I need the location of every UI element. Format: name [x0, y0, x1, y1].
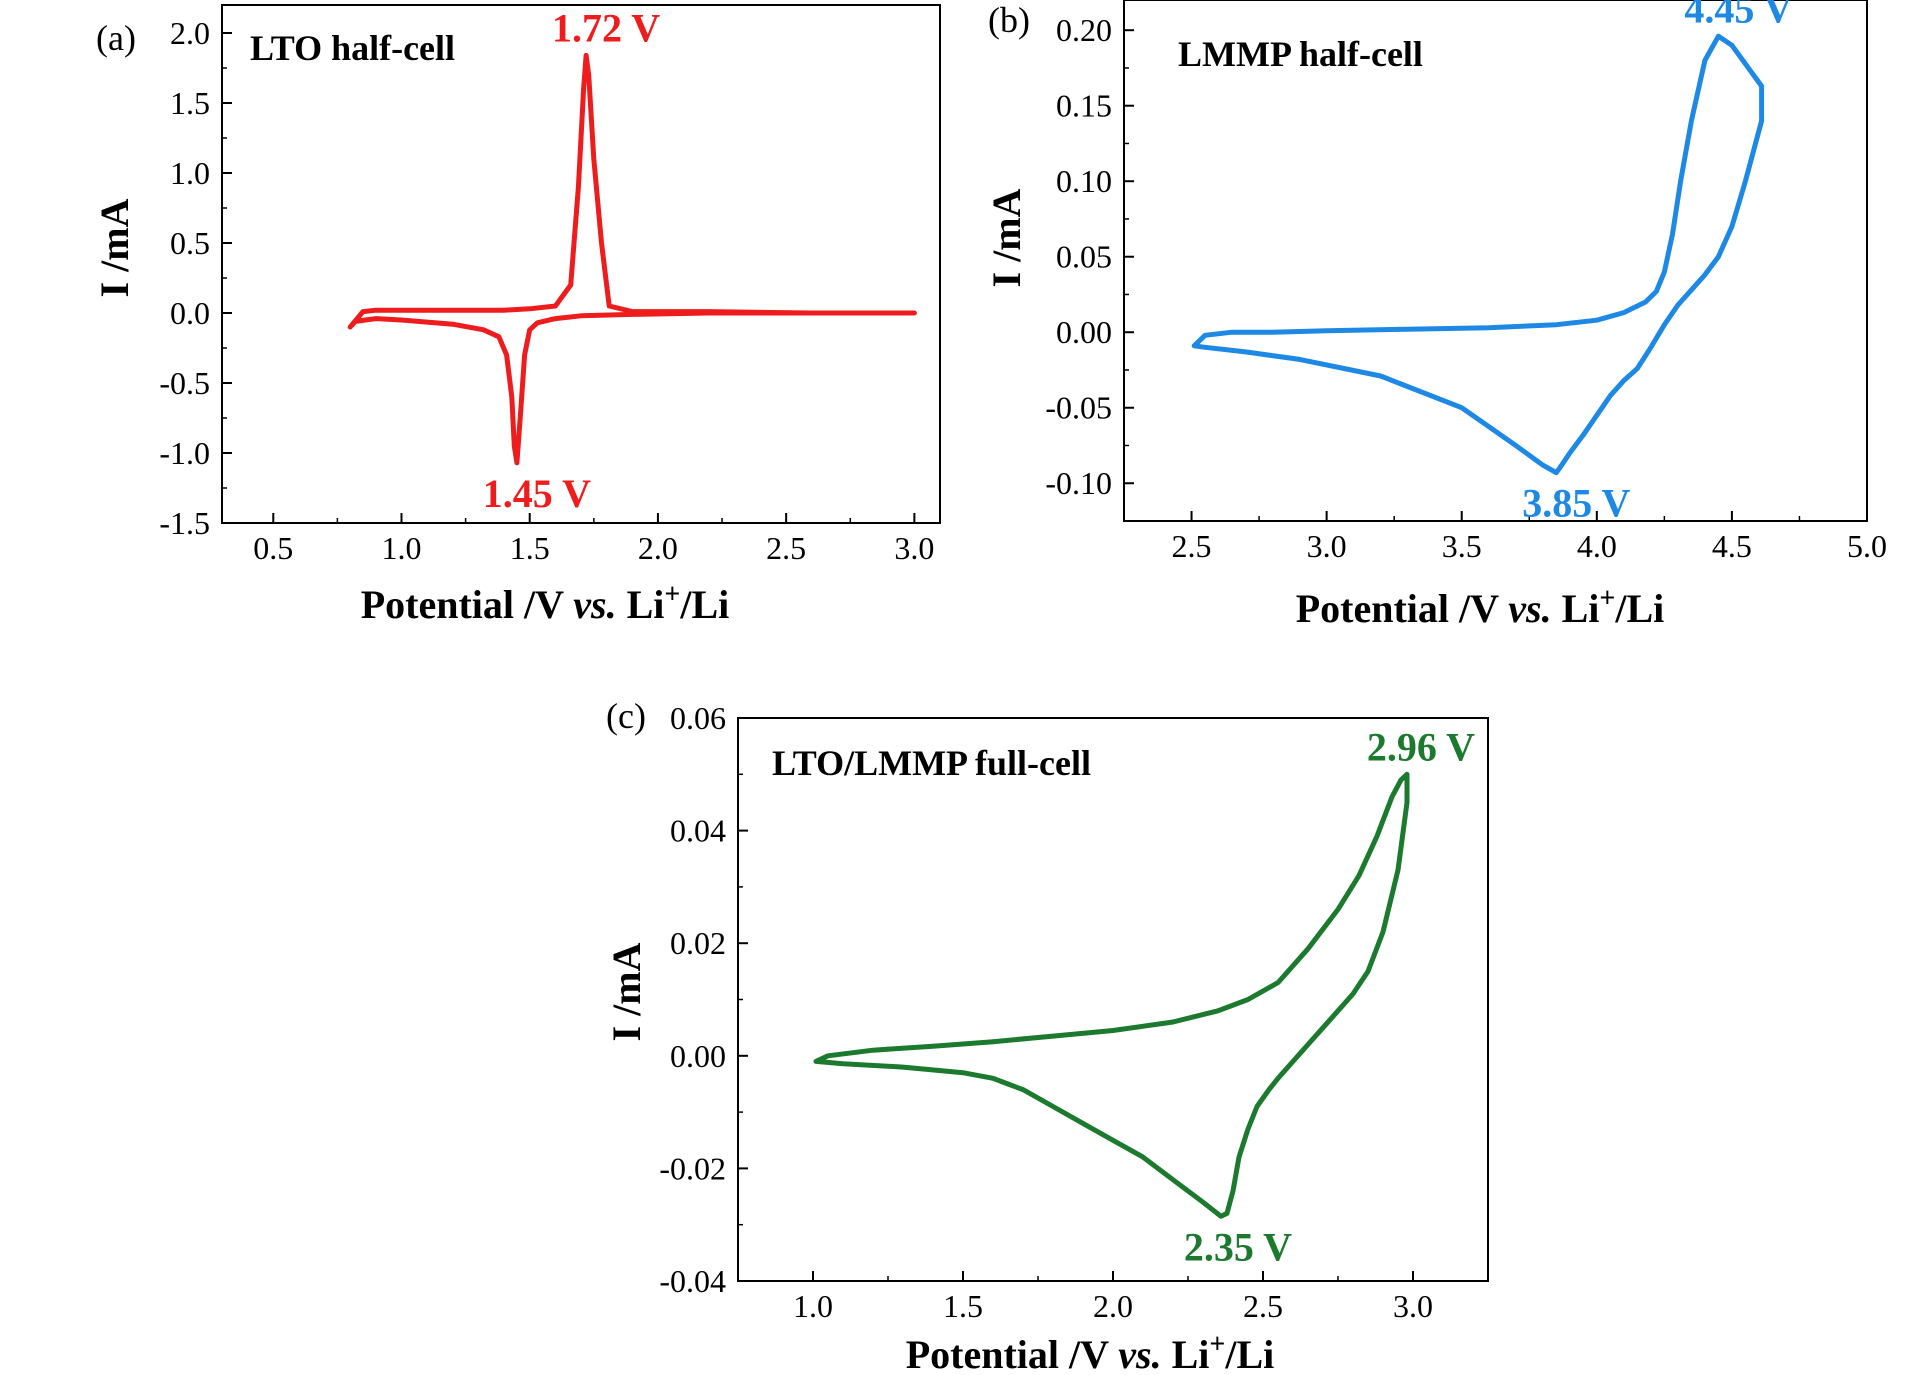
- y-tick-label: -1.5: [159, 505, 210, 541]
- y-tick-label: -0.05: [1045, 390, 1112, 426]
- x-tick-label: 2.0: [1093, 1288, 1133, 1324]
- peak-label: 2.35 V: [1184, 1224, 1292, 1269]
- x-tick-label: 2.5: [1172, 528, 1212, 564]
- cell-label: LTO half-cell: [250, 28, 455, 68]
- peak-label: 2.96 V: [1367, 724, 1475, 769]
- plot-frame: [1123, 0, 1868, 522]
- x-axis-label: Potential /V vs. Li+/Li: [906, 1329, 1275, 1375]
- cell-label: LMMP half-cell: [1178, 34, 1423, 74]
- x-tick-label: 1.0: [793, 1288, 833, 1324]
- y-tick-label: -1.0: [159, 435, 210, 471]
- x-tick-label: 1.5: [943, 1288, 983, 1324]
- x-tick-label: 3.5: [1442, 528, 1482, 564]
- cell-label: LTO/LMMP full-cell: [772, 743, 1091, 783]
- y-tick-label: 0.00: [1056, 314, 1112, 350]
- y-tick-label: 1.0: [170, 155, 210, 191]
- peak-label: 1.72 V: [552, 5, 660, 50]
- y-tick-label: 0.0: [170, 295, 210, 331]
- x-tick-label: 1.5: [510, 530, 550, 566]
- y-axis-label: I /mA: [604, 942, 649, 1041]
- x-tick-label: 3.0: [894, 530, 934, 566]
- panel-b: (b) I /mA Potential /V vs. Li+/Li 2.5 3.0…: [984, 0, 1887, 631]
- plot-area: 0.5 1.0 1.5 2.0 2.5 3.0 -1.5 -1.0 -0.5 0.0 0.5 1.0 1…: [159, 4, 941, 566]
- x-axis-label: Potential /V vs. Li+/Li: [1296, 583, 1665, 632]
- y-tick-label: 2.0: [170, 15, 210, 51]
- panel-letter: (b): [988, 0, 1030, 40]
- y-tick-label: 0.5: [170, 225, 210, 261]
- panel-c: (c) I /mA Potential /V vs. Li+/Li 1.0 1.5…: [604, 696, 1489, 1375]
- y-tick-label: 1.5: [170, 85, 210, 121]
- x-tick-label: 3.0: [1393, 1288, 1433, 1324]
- x-axis-label: Potential /V vs. Li+/Li: [361, 579, 730, 628]
- y-tick-label: 0.04: [670, 813, 726, 849]
- y-tick-label: 0.20: [1056, 12, 1112, 48]
- y-axis-label: I /mA: [92, 198, 137, 297]
- peak-label: 1.45 V: [483, 471, 591, 516]
- x-tick-label: 0.5: [253, 530, 293, 566]
- plot-area: 2.5 3.0 3.5 4.0 4.5 5.0 -0.10 -0.05 0.00 0.05 0.10…: [1045, 0, 1887, 564]
- plot-area: 1.0 1.5 2.0 2.5 3.0 -0.04 -0.02 0.00 0.02 0.04 0.0…: [659, 700, 1489, 1324]
- y-tick-label: 0.15: [1056, 88, 1112, 124]
- y-tick-label: 0.02: [670, 925, 726, 961]
- x-tick-label: 2.5: [1243, 1288, 1283, 1324]
- y-tick-label: 0.00: [670, 1038, 726, 1074]
- y-tick-label: -0.02: [659, 1150, 726, 1186]
- x-tick-label: 4.5: [1712, 528, 1752, 564]
- y-tick-label: -0.10: [1045, 465, 1112, 501]
- y-axis-label: I /mA: [984, 188, 1029, 287]
- panel-letter: (a): [96, 18, 136, 58]
- x-tick-label: 1.0: [382, 530, 422, 566]
- cv-curve: [813, 771, 1410, 1219]
- x-tick-label: 4.0: [1577, 528, 1617, 564]
- y-tick-label: -0.5: [159, 365, 210, 401]
- x-tick-label: 5.0: [1847, 528, 1887, 564]
- cv-curve: [347, 52, 917, 466]
- y-tick-label: 0.10: [1056, 163, 1112, 199]
- panel-a: (a) I /mA Potential /V vs. Li+/Li 0.5 1.0…: [92, 4, 941, 628]
- y-tick-label: -0.04: [659, 1263, 726, 1299]
- peak-label: 3.85 V: [1522, 481, 1630, 526]
- x-tick-label: 3.0: [1307, 528, 1347, 564]
- y-tick-label: 0.06: [670, 700, 726, 736]
- cv-curve: [1191, 33, 1765, 476]
- x-tick-label: 2.5: [766, 530, 806, 566]
- panel-letter: (c): [606, 696, 646, 736]
- peak-label: 4.45 V: [1684, 0, 1792, 31]
- x-tick-label: 2.0: [638, 530, 678, 566]
- y-tick-label: 0.05: [1056, 239, 1112, 275]
- plot-frame: [221, 4, 941, 524]
